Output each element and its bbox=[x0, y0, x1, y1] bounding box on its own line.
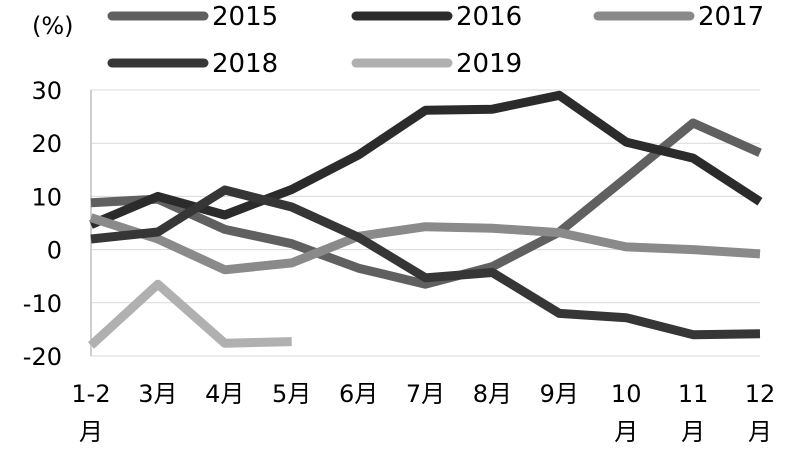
legend: 2015 2016 2017 2018 2019 bbox=[107, 2, 764, 79]
y-unit-label: (%) bbox=[32, 12, 74, 40]
x-tick-label: 6月 bbox=[339, 380, 378, 408]
x-tick-label: 1-2 bbox=[71, 380, 110, 408]
x-tick-label: 8月 bbox=[473, 380, 512, 408]
x-tick-label: 12 bbox=[745, 380, 776, 408]
y-tick-labels: 30 20 10 0 -10 -20 bbox=[23, 77, 62, 371]
x-tick-label: 7月 bbox=[406, 380, 445, 408]
legend-label-2015: 2015 bbox=[212, 2, 278, 32]
y-tick-label: 0 bbox=[47, 237, 62, 265]
x-tick-label: 11 bbox=[678, 380, 709, 408]
x-tick-labels: 1-2 月 3月 4月 5月 6月 7月 8月 9月 10 月 11 月 12 月 bbox=[71, 380, 775, 446]
y-tick-label: 30 bbox=[31, 77, 62, 105]
series-line-2016 bbox=[89, 90, 763, 229]
x-tick-label: 4月 bbox=[205, 380, 244, 408]
x-tick-label: 月 bbox=[614, 418, 638, 446]
y-tick-label: -20 bbox=[23, 343, 62, 371]
series-line-2017 bbox=[89, 213, 761, 275]
series-line-2015 bbox=[90, 118, 762, 289]
series-line-2018 bbox=[90, 185, 761, 340]
legend-label-2019: 2019 bbox=[456, 49, 522, 79]
x-tick-label: 10 bbox=[611, 380, 642, 408]
x-tick-label: 月 bbox=[681, 418, 705, 446]
series-lines bbox=[87, 90, 763, 349]
x-tick-label: 月 bbox=[748, 418, 772, 446]
y-tick-label: -10 bbox=[23, 290, 62, 318]
x-tick-label: 月 bbox=[79, 418, 103, 446]
series-line-2019 bbox=[87, 279, 292, 349]
y-tick-label: 10 bbox=[31, 183, 62, 211]
x-tick-label: 9月 bbox=[540, 380, 579, 408]
y-tick-label: 20 bbox=[31, 130, 62, 158]
x-tick-label: 3月 bbox=[138, 380, 177, 408]
legend-label-2017: 2017 bbox=[698, 2, 764, 32]
legend-label-2018: 2018 bbox=[212, 49, 278, 79]
x-tick-label: 5月 bbox=[272, 380, 311, 408]
legend-label-2016: 2016 bbox=[456, 2, 522, 32]
